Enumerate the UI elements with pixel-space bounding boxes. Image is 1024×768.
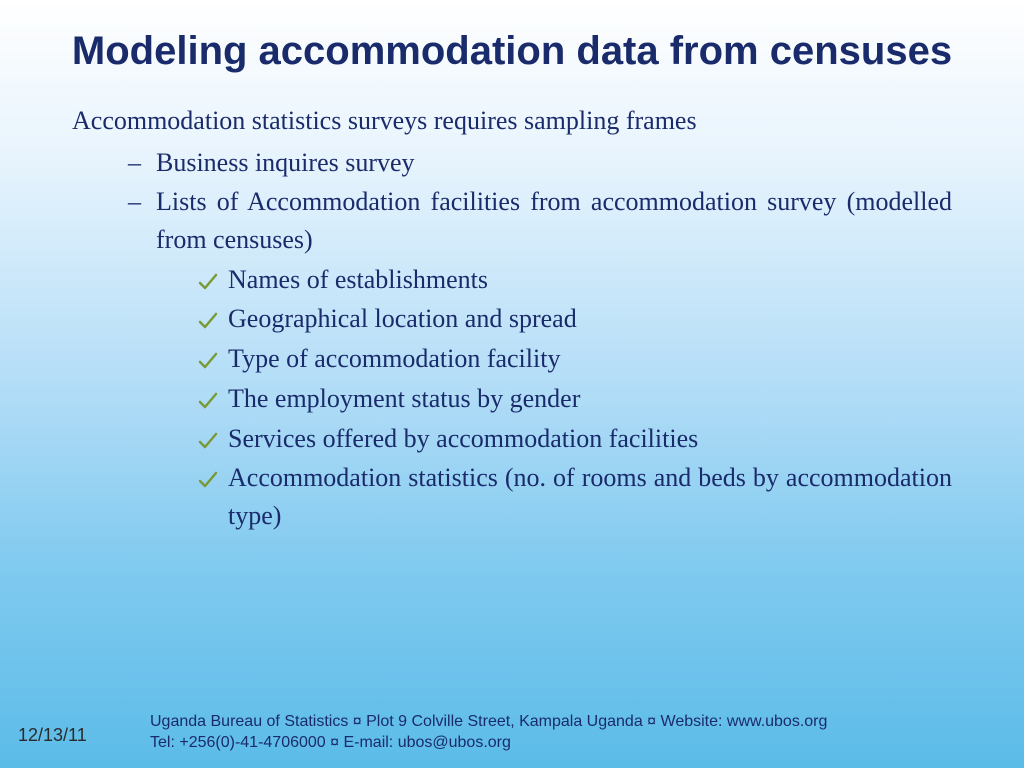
list-item: Accommodation statistics (no. of rooms a…: [198, 459, 952, 534]
list-item: Services offered by accommodation facili…: [198, 420, 952, 458]
check-icon: [198, 344, 218, 364]
check-icon: [198, 384, 218, 404]
list-item: Names of establishments: [198, 261, 952, 299]
footer-date: 12/13/11: [18, 725, 87, 746]
footer-line1: Uganda Bureau of Statistics ¤ Plot 9 Col…: [150, 712, 984, 733]
dash-list: Business inquires survey Lists of Accomm…: [72, 144, 952, 535]
list-item: Business inquires survey: [128, 144, 952, 182]
list-item-text: Names of establishments: [228, 265, 488, 294]
check-list: Names of establishments Geographical loc…: [156, 261, 952, 535]
intro-text: Accommodation statistics surveys require…: [72, 102, 952, 140]
list-item: Geographical location and spread: [198, 300, 952, 338]
slide-content: Accommodation statistics surveys require…: [0, 74, 1024, 535]
list-item-text: Geographical location and spread: [228, 304, 577, 333]
footer-org: Uganda Bureau of Statistics ¤ Plot 9 Col…: [150, 712, 984, 754]
check-icon: [198, 265, 218, 285]
check-icon: [198, 424, 218, 444]
list-item: Type of accommodation facility: [198, 340, 952, 378]
list-item-text: Services offered by accommodation facili…: [228, 424, 698, 453]
list-item-text: Lists of Accommodation facilities from a…: [156, 187, 952, 254]
list-item-text: Accommodation statistics (no. of rooms a…: [228, 463, 952, 530]
list-item-text: Type of accommodation facility: [228, 344, 560, 373]
slide-title: Modeling accommodation data from censuse…: [0, 0, 1024, 74]
check-icon: [198, 304, 218, 324]
list-item-text: The employment status by gender: [228, 384, 580, 413]
list-item: Lists of Accommodation facilities from a…: [128, 183, 952, 534]
footer-line2: Tel: +256(0)-41-4706000 ¤ E-mail: ubos@u…: [150, 733, 984, 754]
check-icon: [198, 463, 218, 483]
list-item: The employment status by gender: [198, 380, 952, 418]
